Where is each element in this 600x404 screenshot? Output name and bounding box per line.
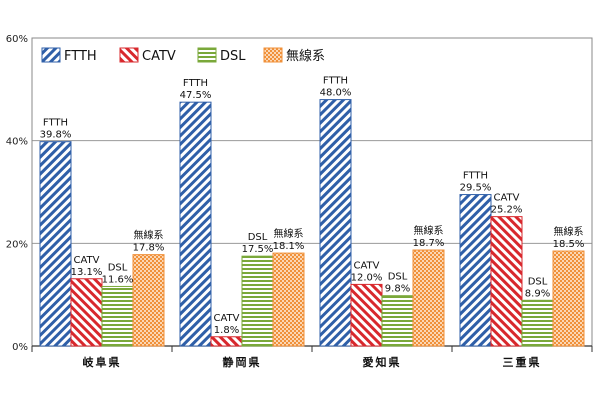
data-label-series: CATV	[214, 313, 240, 324]
legend: FTTH CATV DSL 無線系	[41, 47, 325, 64]
data-label-series: 無線系	[274, 227, 304, 240]
bar-CATV-静岡県	[210, 336, 243, 347]
data-label-value: 18.5%	[553, 239, 585, 250]
data-label-series: FTTH	[43, 118, 68, 129]
data-label-value: 8.9%	[525, 288, 550, 299]
data-label-value: 29.5%	[460, 183, 492, 194]
data-label-value: 47.5%	[180, 90, 212, 101]
data-label-series: FTTH	[323, 76, 348, 87]
legend-label-DSL: DSL	[220, 49, 246, 64]
y-tick-label: 60%	[6, 34, 28, 45]
category-label: 愛知県	[363, 355, 402, 369]
data-label-value: 48.0%	[320, 88, 352, 99]
data-label-series: DSL	[108, 262, 128, 273]
bars	[39, 99, 585, 347]
legend-swatch-DSL	[197, 47, 217, 63]
data-label-value: 18.7%	[413, 238, 445, 249]
legend-swatch-無線系	[263, 47, 283, 63]
data-label-series: 無線系	[134, 229, 164, 242]
bar-無線系-三重県	[552, 250, 585, 347]
y-tick-label: 0%	[12, 342, 28, 353]
data-label-series: FTTH	[463, 171, 488, 182]
bar-DSL-静岡県	[241, 255, 274, 347]
data-label-series: 無線系	[414, 224, 444, 237]
data-label-series: CATV	[74, 255, 100, 266]
data-label-value: 17.5%	[242, 244, 274, 255]
bar-無線系-静岡県	[272, 252, 305, 347]
bar-DSL-三重県	[521, 299, 554, 347]
data-label-series: FTTH	[183, 78, 208, 89]
data-label-value: 17.8%	[133, 243, 165, 254]
y-tick-label: 40%	[6, 137, 28, 148]
legend-swatch-CATV	[119, 47, 139, 63]
data-label-value: 25.2%	[491, 205, 523, 216]
data-label-series: CATV	[354, 260, 380, 271]
legend-label-FTTH: FTTH	[64, 49, 97, 64]
data-label-value: 18.1%	[273, 241, 305, 252]
data-label-series: DSL	[388, 272, 408, 283]
bar-DSL-愛知県	[381, 295, 414, 347]
bar-FTTH-愛知県	[319, 99, 352, 347]
data-labels: FTTH39.8%FTTH47.5%FTTH48.0%FTTH29.5%CATV…	[40, 76, 585, 336]
y-tick-label: 20%	[6, 239, 28, 250]
data-label-value: 13.1%	[71, 267, 103, 278]
bar-無線系-愛知県	[412, 249, 445, 347]
bar-CATV-岐阜県	[70, 278, 103, 347]
bar-DSL-岐阜県	[101, 285, 134, 347]
data-label-value: 11.6%	[102, 274, 134, 285]
bar-FTTH-静岡県	[179, 101, 212, 347]
data-label-series: 無線系	[554, 225, 584, 238]
data-label-series: DSL	[528, 276, 548, 287]
bar-無線系-岐阜県	[132, 254, 165, 347]
category-label: 三重県	[503, 355, 542, 369]
data-label-value: 12.0%	[351, 272, 383, 283]
data-label-value: 1.8%	[214, 325, 239, 336]
category-label: 岐阜県	[83, 355, 122, 369]
data-label-series: DSL	[248, 232, 268, 243]
data-label-value: 9.8%	[385, 284, 410, 295]
legend-label-CATV: CATV	[142, 49, 176, 64]
bar-CATV-愛知県	[350, 283, 383, 347]
legend-swatch-FTTH	[41, 47, 61, 63]
category-label: 静岡県	[223, 355, 262, 369]
bar-CATV-三重県	[490, 216, 523, 347]
bar-FTTH-岐阜県	[39, 141, 72, 347]
data-label-value: 39.8%	[40, 130, 72, 141]
legend-label-無線系: 無線系	[286, 48, 325, 64]
data-label-series: CATV	[494, 193, 520, 204]
bar-FTTH-三重県	[459, 194, 492, 347]
